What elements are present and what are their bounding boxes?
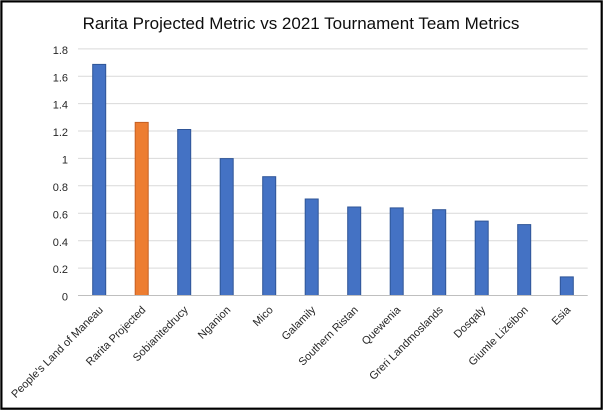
svg-text:1.2: 1.2: [53, 127, 68, 139]
svg-text:0.2: 0.2: [53, 264, 68, 276]
svg-text:0.6: 0.6: [53, 209, 68, 221]
svg-text:Rarita Projected Metric vs 202: Rarita Projected Metric vs 2021 Tourname…: [83, 14, 520, 33]
svg-text:1.4: 1.4: [53, 100, 68, 112]
svg-text:1: 1: [62, 155, 68, 167]
svg-text:0.8: 0.8: [53, 182, 68, 194]
svg-text:0.4: 0.4: [53, 237, 68, 249]
svg-text:1.6: 1.6: [53, 72, 68, 84]
svg-text:1.8: 1.8: [53, 45, 68, 57]
svg-text:0: 0: [62, 292, 68, 304]
